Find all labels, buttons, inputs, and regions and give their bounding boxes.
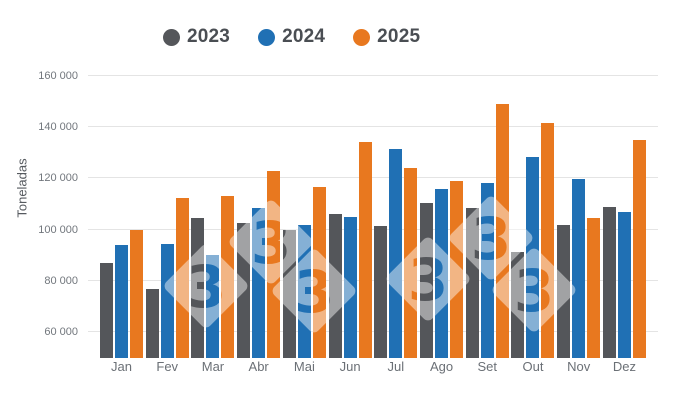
bar-group-dez — [602, 139, 646, 358]
x-tick-label-abr: Abr — [248, 359, 269, 374]
x-tick-label-mai: Mai — [293, 359, 315, 374]
bar-2025-mai[interactable] — [312, 187, 326, 358]
bar-group-set — [465, 103, 509, 358]
x-tick-label-fev: Fev — [156, 359, 179, 374]
gridline — [88, 331, 658, 333]
y-tick-label: 160 000 — [38, 69, 78, 82]
x-tick-label-nov: Nov — [567, 359, 591, 374]
x-tick-label-jul: Jul — [387, 359, 405, 374]
bar-2025-out[interactable] — [541, 122, 555, 358]
x-tick-label-ago: Ago — [429, 359, 454, 374]
bar-2023-jul[interactable] — [374, 225, 388, 358]
legend-item-2024[interactable]: 2024 — [258, 26, 325, 48]
bar-group-abr — [237, 170, 281, 358]
x-tick-label-set: Set — [477, 359, 497, 374]
bar-2024-abr[interactable] — [252, 207, 266, 358]
legend-label: 2025 — [377, 26, 421, 47]
bar-2025-jan[interactable] — [130, 229, 143, 358]
legend-swatch-icon — [353, 28, 371, 46]
legend-label: 2023 — [187, 26, 231, 47]
bar-2024-jun[interactable] — [343, 216, 357, 358]
bar-2023-mar[interactable] — [191, 217, 205, 358]
bar-2023-jan[interactable] — [100, 263, 113, 358]
y-tick-label: 120 000 — [38, 172, 78, 185]
gridline — [88, 126, 658, 128]
bar-2023-fev[interactable] — [145, 289, 159, 358]
bar-2025-jun[interactable] — [358, 141, 372, 358]
bar-2024-nov[interactable] — [572, 179, 586, 358]
x-axis-labels: Jan Fev Mar Abr Mai Jun Jul Ago Set Out Nov Dez — [88, 359, 658, 374]
bar-2024-jan[interactable] — [115, 245, 128, 358]
bar-2024-mar[interactable] — [206, 254, 220, 358]
legend: 2023 2024 2025 — [163, 26, 420, 48]
gridline — [88, 177, 658, 179]
bar-2024-jul[interactable] — [389, 148, 403, 358]
bar-2024-out[interactable] — [526, 157, 540, 358]
bar-2025-mar[interactable] — [221, 195, 235, 358]
x-tick-label-jan: Jan — [111, 359, 132, 374]
bar-group-mai — [282, 187, 326, 358]
bar-2025-dez[interactable] — [632, 139, 646, 358]
bar-2023-set[interactable] — [465, 207, 479, 358]
bar-2024-ago[interactable] — [435, 188, 449, 358]
bar-2025-jul[interactable] — [404, 167, 418, 358]
y-axis-title: Toneladas — [14, 158, 30, 218]
bar-2023-mai[interactable] — [282, 229, 296, 358]
bar-2025-ago[interactable] — [450, 180, 464, 358]
y-tick-label: 100 000 — [38, 223, 78, 236]
y-tick-label: 80 000 — [44, 275, 78, 287]
bar-group-jan — [100, 229, 143, 358]
x-tick-label-out: Out — [522, 359, 544, 374]
y-tick-label: 140 000 — [38, 121, 78, 134]
legend-item-2025[interactable]: 2025 — [353, 26, 420, 48]
bar-2023-abr[interactable] — [237, 223, 251, 358]
bar-2023-jun[interactable] — [328, 214, 342, 358]
legend-swatch-icon — [258, 28, 276, 46]
legend-swatch-icon — [163, 28, 180, 46]
y-tick-label: 60 000 — [44, 326, 78, 339]
gridline — [88, 280, 658, 282]
bar-2023-out[interactable] — [511, 252, 525, 358]
bar-2025-abr[interactable] — [267, 170, 281, 358]
bar-2023-ago[interactable] — [420, 202, 434, 358]
bar-group-jun — [328, 141, 372, 358]
gridline — [88, 74, 658, 76]
bar-group-jul — [374, 148, 418, 358]
x-tick-label-jun: Jun — [339, 359, 361, 374]
gridline — [88, 228, 658, 230]
bar-group-ago — [420, 180, 464, 358]
bar-group-mar — [191, 195, 235, 358]
bar-group-nov — [557, 179, 601, 358]
bar-group-out — [511, 122, 555, 358]
bar-2025-nov[interactable] — [587, 218, 601, 358]
bar-2024-fev[interactable] — [160, 244, 174, 358]
bar-2025-set[interactable] — [495, 103, 509, 358]
legend-label: 2024 — [282, 26, 326, 47]
plot-area — [88, 68, 658, 358]
bar-2024-set[interactable] — [480, 183, 494, 358]
x-tick-label-dez: Dez — [612, 359, 636, 374]
bar-2024-dez[interactable] — [617, 211, 631, 358]
x-tick-label-mar: Mar — [201, 359, 225, 374]
bar-2025-fev[interactable] — [175, 198, 189, 358]
bar-group-fev — [145, 198, 189, 358]
bar-groups — [88, 68, 658, 358]
legend-item-2023[interactable]: 2023 — [163, 26, 230, 48]
bar-2023-dez[interactable] — [602, 207, 616, 358]
bar-2024-mai[interactable] — [297, 224, 311, 358]
bar-2023-nov[interactable] — [557, 224, 571, 358]
